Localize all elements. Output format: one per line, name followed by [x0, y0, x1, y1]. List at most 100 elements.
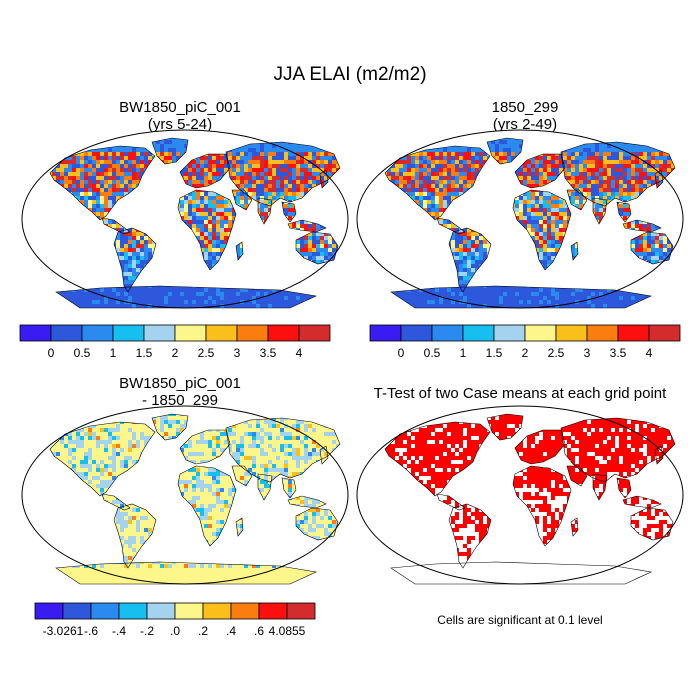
- coastline-south-america: [113, 503, 157, 569]
- colorbar-ref: 0 0.5 1 1.5 2 2.5 3 3.5 4: [369, 324, 681, 360]
- coastline-asia: [225, 141, 341, 207]
- coastline-australia: [630, 231, 674, 265]
- coastline-north-america: [49, 421, 156, 497]
- coastline-madagascar: [235, 517, 244, 537]
- map-frame: [356, 129, 684, 309]
- coastline-japan: [654, 445, 664, 465]
- panel-title-case-line2: (yrs 5-24): [147, 116, 213, 133]
- coastline-india: [592, 473, 608, 501]
- map-diff: [21, 405, 349, 585]
- colorbar-label: 2: [172, 346, 179, 360]
- coastline-central-america: [101, 493, 131, 511]
- colorbar-label: .0: [170, 624, 180, 638]
- figure-title: JJA ELAI (m2/m2): [273, 64, 427, 85]
- colorbar-label: 4: [646, 346, 653, 360]
- coastline-australia: [295, 231, 339, 265]
- coastline-indonesia: [622, 495, 662, 509]
- colorbar-label: .2: [198, 624, 208, 638]
- colorbar-label: 3.5: [610, 346, 627, 360]
- coastline-madagascar: [570, 517, 579, 537]
- colorbar-box: [586, 324, 619, 342]
- coastline-arabia: [566, 189, 588, 211]
- colorbar-box: [617, 324, 650, 342]
- colorbar-box: [369, 324, 402, 342]
- coastline-africa: [177, 465, 237, 547]
- colorbar-label: -3.0261: [43, 624, 84, 638]
- coastline-africa: [177, 189, 237, 271]
- coastline-arabia: [231, 465, 253, 487]
- colorbar-box: [230, 602, 260, 620]
- colorbar-label: 0: [398, 346, 405, 360]
- coastline-madagascar: [570, 241, 579, 261]
- colorbar-box: [462, 324, 495, 342]
- colorbar-label: .6: [254, 624, 264, 638]
- coastline-india: [592, 197, 608, 225]
- coastline-se-asia: [281, 477, 297, 499]
- panel-title-case: BW1850_piC_001 (yrs 5-24): [55, 99, 305, 133]
- colorbar-box: [258, 602, 288, 620]
- coastline-europe: [179, 153, 231, 189]
- coastline-europe: [514, 429, 566, 465]
- colorbar-box: [524, 324, 557, 342]
- coastline-greenland: [151, 137, 189, 165]
- coastline-se-asia: [616, 201, 632, 223]
- coastline-indonesia: [287, 219, 327, 233]
- coastline-arabia: [231, 189, 253, 211]
- coastline-central-america: [436, 217, 466, 235]
- colorbar-box: [90, 602, 120, 620]
- colorbar-box: [202, 602, 232, 620]
- colorbar-box: [648, 324, 681, 342]
- map-case: [21, 129, 349, 309]
- coastline-north-america: [384, 421, 491, 497]
- coastline-japan: [319, 445, 329, 465]
- colorbar-label: 3: [234, 346, 241, 360]
- panel-title-case-line1: BW1850_piC_001: [119, 99, 241, 116]
- colorbar-box: [62, 602, 92, 620]
- colorbar-box: [143, 324, 176, 342]
- coastlines: [49, 137, 341, 309]
- colorbar-label: 1.5: [486, 346, 503, 360]
- colorbar-box: [205, 324, 238, 342]
- colorbar-label: 4.0855: [269, 624, 306, 638]
- colorbar-label: 2.5: [198, 346, 215, 360]
- colorbar-label: 0.5: [74, 346, 91, 360]
- coastline-asia: [560, 417, 676, 483]
- coastline-india: [257, 473, 273, 501]
- coastline-south-america: [113, 227, 157, 293]
- coastline-south-america: [448, 503, 492, 569]
- colorbar-label: 1: [460, 346, 467, 360]
- coastline-antarctica: [55, 285, 318, 309]
- colorbar-case: 0 0.5 1 1.5 2 2.5 3 3.5 4: [19, 324, 331, 360]
- colorbar-box: [34, 602, 64, 620]
- coastline-australia: [630, 507, 674, 541]
- panel-title-ref: 1850_299 (yrs 2-49): [400, 99, 650, 133]
- colorbar-box: [146, 602, 176, 620]
- colorbar-diff: -3.0261 -.6 -.4 -.2 .0 .2 .4 .6 4.0855: [34, 602, 316, 638]
- coastline-asia: [225, 417, 341, 483]
- coastline-arabia: [566, 465, 588, 487]
- coastline-africa: [512, 465, 572, 547]
- colorbar-box: [19, 324, 52, 342]
- coastline-greenland: [486, 137, 524, 165]
- colorbar-box: [431, 324, 464, 342]
- coastlines: [384, 137, 676, 309]
- colorbar-box: [174, 324, 207, 342]
- colorbar-label: 2.5: [548, 346, 565, 360]
- colorbar-label: 0: [48, 346, 55, 360]
- colorbar-box: [555, 324, 588, 342]
- colorbar-box: [174, 602, 204, 620]
- colorbar-label: -.2: [140, 624, 154, 638]
- colorbar-label: 1.5: [136, 346, 153, 360]
- colorbar-label: -.6: [84, 624, 98, 638]
- colorbar-box: [112, 324, 145, 342]
- panel-title-ttest: T-Test of two Case means at each grid po…: [345, 385, 695, 402]
- coastline-india: [257, 197, 273, 225]
- map-frame: [21, 405, 349, 585]
- colorbar-box: [236, 324, 269, 342]
- coastline-greenland: [151, 413, 189, 441]
- coastline-madagascar: [235, 241, 244, 261]
- coastline-greenland: [486, 413, 524, 441]
- colorbar-box: [493, 324, 526, 342]
- coastline-central-america: [101, 217, 131, 235]
- coastline-japan: [654, 169, 664, 189]
